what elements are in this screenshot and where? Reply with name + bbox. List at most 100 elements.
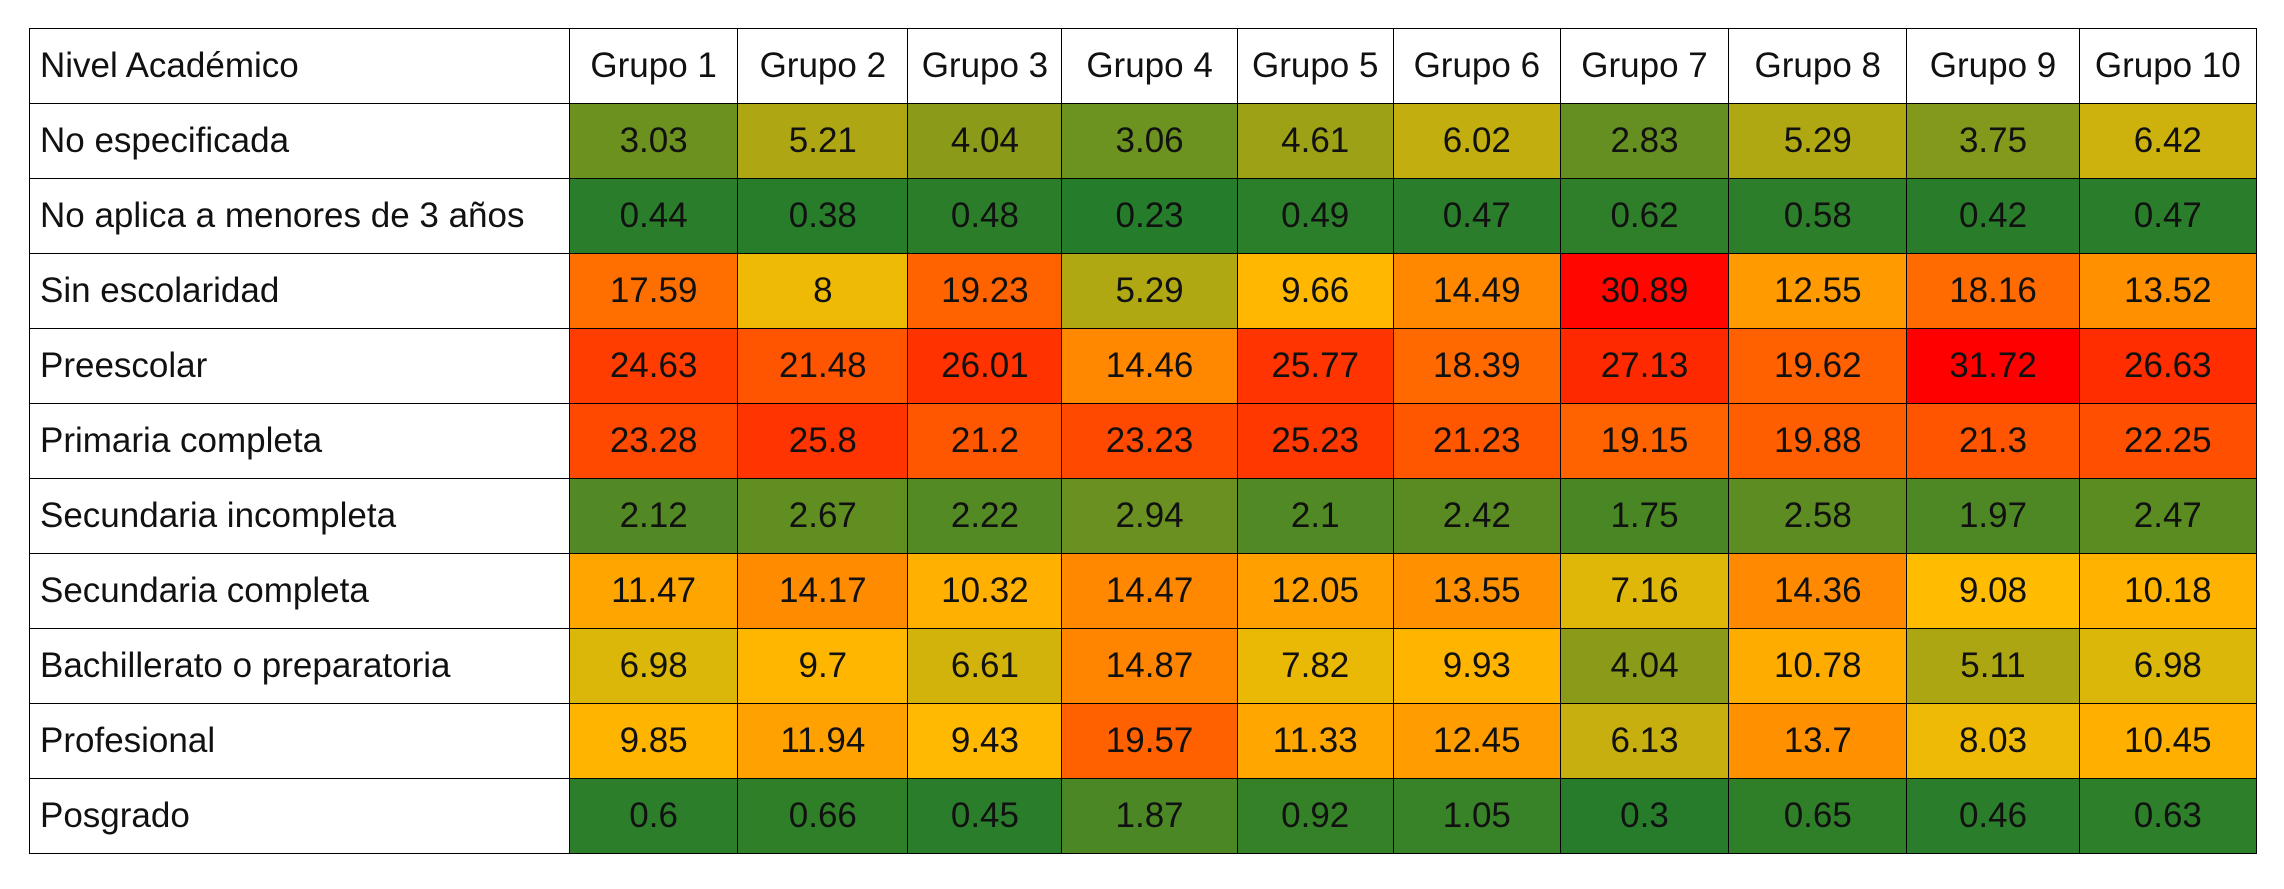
heatmap-cell: 21.23: [1392, 403, 1561, 479]
heatmap-cell: 12.55: [1728, 253, 1908, 329]
heatmap-cell: 25.77: [1236, 328, 1394, 404]
column-header: Grupo 6: [1392, 28, 1561, 104]
column-header: Grupo 3: [907, 28, 1063, 104]
heatmap-cell: 2.22: [907, 478, 1063, 554]
heatmap-cell: 23.23: [1061, 403, 1238, 479]
heatmap-cell: 2.42: [1392, 478, 1561, 554]
row-label: Preescolar: [28, 328, 571, 404]
heatmap-cell: 13.52: [2078, 253, 2258, 329]
heatmap-cell: 2.67: [737, 478, 909, 554]
heatmap-cell: 14.46: [1061, 328, 1238, 404]
heatmap-cell: 14.17: [737, 553, 909, 629]
heatmap-cell: 7.82: [1236, 628, 1394, 704]
heatmap-cell: 27.13: [1559, 328, 1730, 404]
heatmap-cell: 6.13: [1559, 703, 1730, 779]
heatmap-cell: 14.49: [1392, 253, 1561, 329]
table-row: No especificada 3.03 5.21 4.04 3.06 4.61 6.02 2…: [28, 103, 2258, 179]
heatmap-cell: 10.78: [1728, 628, 1908, 704]
column-header: Grupo 2: [737, 28, 909, 104]
column-header: Grupo 10: [2078, 28, 2258, 104]
heatmap-cell: 6.02: [1392, 103, 1561, 179]
heatmap-cell: 19.23: [907, 253, 1063, 329]
heatmap-cell: 0.58: [1728, 178, 1908, 254]
heatmap-cell: 0.38: [737, 178, 909, 254]
heatmap-cell: 2.94: [1061, 478, 1238, 554]
heatmap-cell: 12.05: [1236, 553, 1394, 629]
heatmap-cell: 9.43: [907, 703, 1063, 779]
heatmap-cell: 3.06: [1061, 103, 1238, 179]
heatmap-cell: 2.47: [2078, 478, 2258, 554]
heatmap-cell: 6.61: [907, 628, 1063, 704]
table-row: Primaria completa 23.28 25.8 21.2 23.23 25.23…: [28, 403, 2258, 479]
table-row: Secundaria incompleta 2.12 2.67 2.22 2.94 2.1…: [28, 478, 2258, 554]
heatmap-cell: 2.1: [1236, 478, 1394, 554]
heatmap-cell: 23.28: [569, 403, 739, 479]
heatmap-cell: 1.97: [1906, 478, 2080, 554]
heatmap-cell: 9.85: [569, 703, 739, 779]
heatmap-cell: 10.45: [2078, 703, 2258, 779]
table-row: Profesional 9.85 11.94 9.43 19.57 11.33 12.45 6…: [28, 703, 2258, 779]
heatmap-cell: 19.88: [1728, 403, 1908, 479]
heatmap-cell: 9.08: [1906, 553, 2080, 629]
row-label: Posgrado: [28, 778, 571, 854]
heatmap-cell: 21.3: [1906, 403, 2080, 479]
heatmap-cell: 0.46: [1906, 778, 2080, 854]
heatmap-table: Nivel Académico Grupo 1 Grupo 2 Grupo 3 Gru…: [28, 28, 2258, 854]
heatmap-cell: 9.66: [1236, 253, 1394, 329]
heatmap-cell: 5.11: [1906, 628, 2080, 704]
heatmap-cell: 19.15: [1559, 403, 1730, 479]
heatmap-cell: 25.8: [737, 403, 909, 479]
heatmap-cell: 0.44: [569, 178, 739, 254]
heatmap-cell: 6.98: [569, 628, 739, 704]
heatmap-cell: 11.33: [1236, 703, 1394, 779]
heatmap-cell: 0.66: [737, 778, 909, 854]
row-label: No especificada: [28, 103, 571, 179]
heatmap-cell: 17.59: [569, 253, 739, 329]
table-row: Bachillerato o preparatoria 6.98 9.7 6.61 14…: [28, 628, 2258, 704]
heatmap-cell: 5.29: [1728, 103, 1908, 179]
row-label: Secundaria incompleta: [28, 478, 571, 554]
heatmap-cell: 0.48: [907, 178, 1063, 254]
heatmap-cell: 0.6: [569, 778, 739, 854]
heatmap-cell: 21.48: [737, 328, 909, 404]
table-row: Preescolar 24.63 21.48 26.01 14.46 25.77 18.39…: [28, 328, 2258, 404]
heatmap-cell: 30.89: [1559, 253, 1730, 329]
column-header: Grupo 7: [1559, 28, 1730, 104]
heatmap-cell: 2.12: [569, 478, 739, 554]
heatmap-cell: 8.03: [1906, 703, 2080, 779]
heatmap-cell: 31.72: [1906, 328, 2080, 404]
heatmap-cell: 14.87: [1061, 628, 1238, 704]
row-label: Secundaria completa: [28, 553, 571, 629]
heatmap-cell: 25.23: [1236, 403, 1394, 479]
row-label: Bachillerato o preparatoria: [28, 628, 571, 704]
heatmap-cell: 18.16: [1906, 253, 2080, 329]
row-label: Profesional: [28, 703, 571, 779]
column-header: Grupo 5: [1236, 28, 1394, 104]
heatmap-cell: 8: [737, 253, 909, 329]
header-row: Nivel Académico Grupo 1 Grupo 2 Grupo 3 Gru…: [28, 28, 2258, 104]
heatmap-cell: 5.29: [1061, 253, 1238, 329]
column-header: Grupo 9: [1906, 28, 2080, 104]
table-body: No especificada 3.03 5.21 4.04 3.06 4.61 6.02 2…: [28, 103, 2258, 854]
heatmap-cell: 0.62: [1559, 178, 1730, 254]
heatmap-cell: 4.04: [907, 103, 1063, 179]
heatmap-cell: 9.7: [737, 628, 909, 704]
heatmap-cell: 14.47: [1061, 553, 1238, 629]
heatmap-cell: 0.45: [907, 778, 1063, 854]
heatmap-cell: 0.47: [2078, 178, 2258, 254]
column-header: Grupo 1: [569, 28, 739, 104]
table-row: No aplica a menores de 3 años 0.44 0.38 0.4…: [28, 178, 2258, 254]
heatmap-cell: 0.47: [1392, 178, 1561, 254]
heatmap-cell: 26.01: [907, 328, 1063, 404]
heatmap-cell: 13.55: [1392, 553, 1561, 629]
heatmap-cell: 14.36: [1728, 553, 1908, 629]
heatmap-cell: 18.39: [1392, 328, 1561, 404]
heatmap-cell: 7.16: [1559, 553, 1730, 629]
heatmap-cell: 22.25: [2078, 403, 2258, 479]
row-label: Primaria completa: [28, 403, 571, 479]
heatmap-cell: 26.63: [2078, 328, 2258, 404]
table-row: Posgrado 0.6 0.66 0.45 1.87 0.92 1.05 0.3 0.65 0.…: [28, 778, 2258, 854]
heatmap-cell: 10.32: [907, 553, 1063, 629]
heatmap-cell: 21.2: [907, 403, 1063, 479]
heatmap-cell: 9.93: [1392, 628, 1561, 704]
